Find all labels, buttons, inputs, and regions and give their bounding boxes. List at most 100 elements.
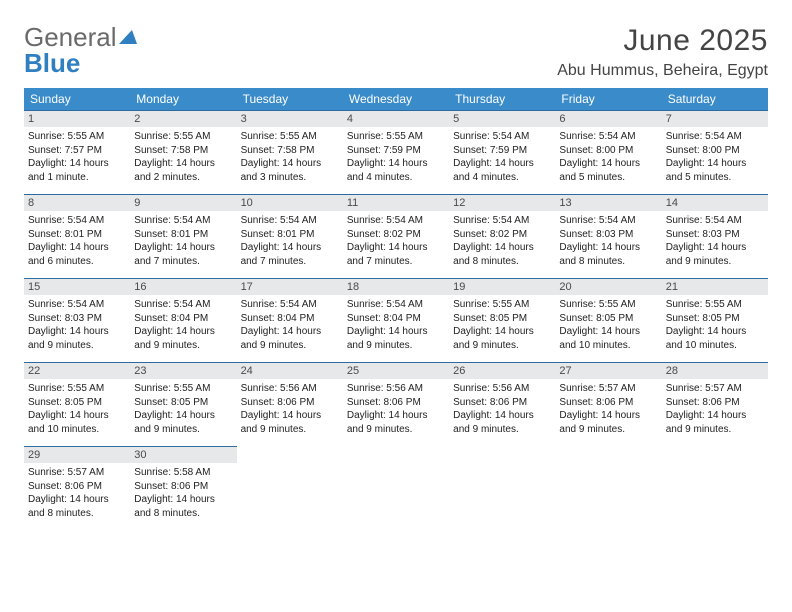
sunrise: Sunrise: 5:54 AM: [347, 298, 445, 312]
sunrise: Sunrise: 5:55 AM: [28, 130, 126, 144]
day-cell: 12Sunrise: 5:54 AMSunset: 8:02 PMDayligh…: [449, 194, 555, 278]
day-cell: 9Sunrise: 5:54 AMSunset: 8:01 PMDaylight…: [130, 194, 236, 278]
day-cell: 19Sunrise: 5:55 AMSunset: 8:05 PMDayligh…: [449, 278, 555, 362]
sunrise: Sunrise: 5:56 AM: [453, 382, 551, 396]
weekday-header-row: Sunday Monday Tuesday Wednesday Thursday…: [24, 88, 768, 110]
daylight-line1: Daylight: 14 hours: [453, 325, 551, 339]
sunrise: Sunrise: 5:54 AM: [559, 130, 657, 144]
day-number: 2: [130, 110, 236, 127]
daylight-line1: Daylight: 14 hours: [28, 241, 126, 255]
daylight-line1: Daylight: 14 hours: [134, 493, 232, 507]
day-body: Sunrise: 5:54 AMSunset: 8:04 PMDaylight:…: [347, 298, 445, 352]
day-cell: 23Sunrise: 5:55 AMSunset: 8:05 PMDayligh…: [130, 362, 236, 446]
sunset: Sunset: 8:06 PM: [559, 396, 657, 410]
sunset: Sunset: 8:03 PM: [666, 228, 764, 242]
day-cell: 13Sunrise: 5:54 AMSunset: 8:03 PMDayligh…: [555, 194, 661, 278]
day-number: 10: [237, 194, 343, 211]
sunrise: Sunrise: 5:54 AM: [134, 214, 232, 228]
day-cell: 24Sunrise: 5:56 AMSunset: 8:06 PMDayligh…: [237, 362, 343, 446]
day-number: 30: [130, 446, 236, 463]
day-cell: 15Sunrise: 5:54 AMSunset: 8:03 PMDayligh…: [24, 278, 130, 362]
daylight-line1: Daylight: 14 hours: [559, 409, 657, 423]
sunset: Sunset: 8:01 PM: [134, 228, 232, 242]
daylight-line2: and 9 minutes.: [28, 339, 126, 353]
sunrise: Sunrise: 5:58 AM: [134, 466, 232, 480]
day-body: Sunrise: 5:54 AMSunset: 8:02 PMDaylight:…: [347, 214, 445, 268]
day-cell: 3Sunrise: 5:55 AMSunset: 7:58 PMDaylight…: [237, 110, 343, 194]
day-number: 6: [555, 110, 661, 127]
daylight-line1: Daylight: 14 hours: [666, 241, 764, 255]
day-body: Sunrise: 5:55 AMSunset: 8:05 PMDaylight:…: [28, 382, 126, 436]
day-number: 22: [24, 362, 130, 379]
daylight-line2: and 7 minutes.: [134, 255, 232, 269]
day-number: 11: [343, 194, 449, 211]
daylight-line1: Daylight: 14 hours: [241, 325, 339, 339]
logo-sail-icon: [119, 28, 141, 46]
sunrise: Sunrise: 5:54 AM: [28, 298, 126, 312]
day-body: Sunrise: 5:55 AMSunset: 8:05 PMDaylight:…: [134, 382, 232, 436]
empty-cell: [237, 446, 343, 530]
sunrise: Sunrise: 5:54 AM: [241, 298, 339, 312]
daylight-line1: Daylight: 14 hours: [134, 241, 232, 255]
daylight-line2: and 9 minutes.: [453, 423, 551, 437]
daylight-line1: Daylight: 14 hours: [453, 157, 551, 171]
weekday-thursday: Thursday: [449, 88, 555, 110]
day-body: Sunrise: 5:54 AMSunset: 8:01 PMDaylight:…: [28, 214, 126, 268]
sunset: Sunset: 8:00 PM: [559, 144, 657, 158]
daylight-line2: and 9 minutes.: [347, 423, 445, 437]
day-cell: 29Sunrise: 5:57 AMSunset: 8:06 PMDayligh…: [24, 446, 130, 530]
sunset: Sunset: 7:57 PM: [28, 144, 126, 158]
day-number: 28: [662, 362, 768, 379]
daylight-line1: Daylight: 14 hours: [28, 325, 126, 339]
day-body: Sunrise: 5:55 AMSunset: 8:05 PMDaylight:…: [559, 298, 657, 352]
day-cell: 30 Sunrise: 5:58 AMSunset: 8:06 PMDayligh…: [130, 446, 236, 530]
day-cell: 6 Sunrise: 5:54 AMSunset: 8:00 PMDaylight…: [555, 110, 661, 194]
daylight-line2: and 8 minutes.: [453, 255, 551, 269]
daylight-line2: and 1 minute.: [28, 171, 126, 185]
sunrise: Sunrise: 5:55 AM: [666, 298, 764, 312]
sunrise: Sunrise: 5:56 AM: [241, 382, 339, 396]
sunset: Sunset: 8:06 PM: [453, 396, 551, 410]
daylight-line2: and 8 minutes.: [559, 255, 657, 269]
day-body: Sunrise: 5:54 AMSunset: 8:04 PMDaylight:…: [241, 298, 339, 352]
daylight-line2: and 9 minutes.: [666, 255, 764, 269]
day-cell: 28 Sunrise: 5:57 AMSunset: 8:06 PMDayligh…: [662, 362, 768, 446]
sunset: Sunset: 8:06 PM: [134, 480, 232, 494]
day-cell: 10Sunrise: 5:54 AMSunset: 8:01 PMDayligh…: [237, 194, 343, 278]
daylight-line1: Daylight: 14 hours: [241, 241, 339, 255]
sunrise: Sunrise: 5:54 AM: [241, 214, 339, 228]
day-body: Sunrise: 5:54 AMSunset: 8:00 PMDaylight:…: [666, 130, 764, 184]
empty-cell: [343, 446, 449, 530]
sunrise: Sunrise: 5:54 AM: [134, 298, 232, 312]
month-title: June 2025: [557, 24, 768, 58]
daylight-line2: and 10 minutes.: [559, 339, 657, 353]
daylight-line2: and 8 minutes.: [134, 507, 232, 521]
daylight-line2: and 9 minutes.: [347, 339, 445, 353]
day-number: 20: [555, 278, 661, 295]
weekday-saturday: Saturday: [662, 88, 768, 110]
day-body: Sunrise: 5:54 AMSunset: 8:02 PMDaylight:…: [453, 214, 551, 268]
day-number: 5: [449, 110, 555, 127]
day-body: Sunrise: 5:57 AMSunset: 8:06 PMDaylight:…: [28, 466, 126, 520]
sunset: Sunset: 7:58 PM: [241, 144, 339, 158]
sunset: Sunset: 8:00 PM: [666, 144, 764, 158]
sunrise: Sunrise: 5:57 AM: [559, 382, 657, 396]
day-body: Sunrise: 5:54 AMSunset: 8:00 PMDaylight:…: [559, 130, 657, 184]
sunset: Sunset: 8:04 PM: [134, 312, 232, 326]
day-number: 7: [662, 110, 768, 127]
sunrise: Sunrise: 5:54 AM: [666, 130, 764, 144]
day-body: Sunrise: 5:57 AMSunset: 8:06 PMDaylight:…: [666, 382, 764, 436]
daylight-line1: Daylight: 14 hours: [28, 409, 126, 423]
day-cell: 16Sunrise: 5:54 AMSunset: 8:04 PMDayligh…: [130, 278, 236, 362]
day-cell: 22 Sunrise: 5:55 AMSunset: 8:05 PMDayligh…: [24, 362, 130, 446]
day-body: Sunrise: 5:54 AMSunset: 8:03 PMDaylight:…: [559, 214, 657, 268]
sunset: Sunset: 8:03 PM: [28, 312, 126, 326]
daylight-line1: Daylight: 14 hours: [559, 241, 657, 255]
daylight-line2: and 7 minutes.: [241, 255, 339, 269]
weekday-sunday: Sunday: [24, 88, 130, 110]
day-cell: 18Sunrise: 5:54 AMSunset: 8:04 PMDayligh…: [343, 278, 449, 362]
sunset: Sunset: 8:05 PM: [666, 312, 764, 326]
day-cell: 27Sunrise: 5:57 AMSunset: 8:06 PMDayligh…: [555, 362, 661, 446]
daylight-line1: Daylight: 14 hours: [347, 157, 445, 171]
day-cell: 5Sunrise: 5:54 AMSunset: 7:59 PMDaylight…: [449, 110, 555, 194]
